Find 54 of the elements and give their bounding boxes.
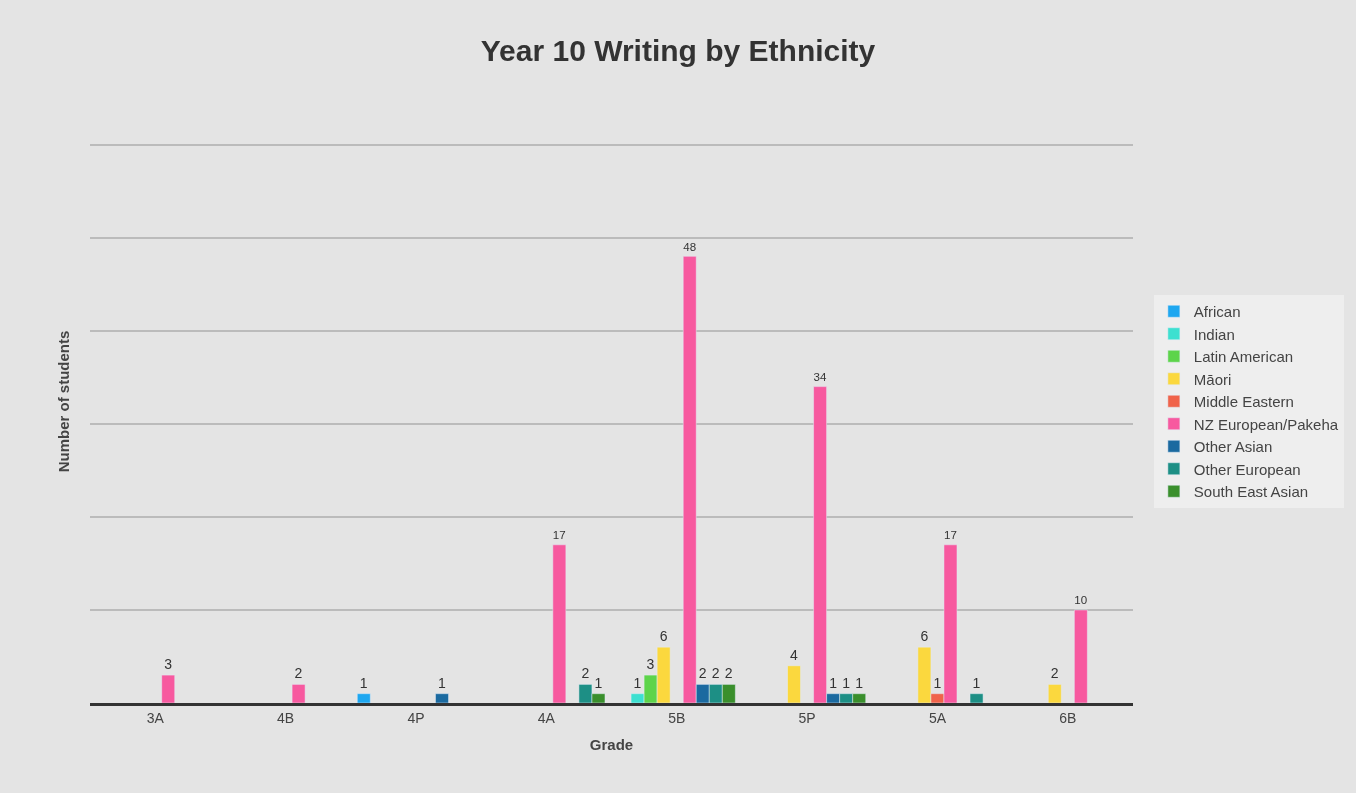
legend-label: Middle Eastern xyxy=(1193,393,1294,411)
bar xyxy=(357,693,371,703)
x-tick-label: 5B xyxy=(668,709,686,726)
x-tick-label: 6B xyxy=(1059,709,1077,726)
bar xyxy=(435,693,449,703)
data-label: 2 xyxy=(698,665,707,682)
bar xyxy=(161,674,175,703)
bar xyxy=(552,544,567,703)
bar xyxy=(969,693,984,703)
data-label: 1 xyxy=(933,674,942,691)
data-label: 2 xyxy=(581,665,590,682)
data-label: 34 xyxy=(813,371,828,384)
x-tick-label: 5A xyxy=(928,709,947,726)
legend-label: African xyxy=(1193,303,1241,321)
data-label: 1 xyxy=(438,674,447,691)
x-tick-label: 3A xyxy=(146,709,165,726)
data-label: 1 xyxy=(633,674,642,691)
legend-label: Māori xyxy=(1193,370,1232,388)
legend-label: Other Asian xyxy=(1193,438,1273,456)
data-label: 2 xyxy=(294,665,303,682)
x-tick-label: 4P xyxy=(407,709,425,726)
y-axis-title: Number of students xyxy=(55,330,73,473)
data-label: 17 xyxy=(552,529,566,542)
bar xyxy=(291,684,306,703)
data-label: 10 xyxy=(1074,594,1088,607)
data-label: 17 xyxy=(943,529,957,542)
legend-label: South East Asian xyxy=(1193,483,1309,501)
data-label: 6 xyxy=(920,628,929,645)
legend-label: Other European xyxy=(1193,460,1301,478)
data-label: 1 xyxy=(855,674,864,691)
x-tick-label: 4A xyxy=(537,709,556,726)
data-label: 3 xyxy=(646,656,655,673)
data-label: 1 xyxy=(829,674,838,691)
data-label: 48 xyxy=(683,240,697,253)
data-label: 2 xyxy=(1050,665,1059,682)
data-label: 1 xyxy=(972,674,981,691)
bar xyxy=(1048,684,1062,703)
bar xyxy=(787,665,801,703)
data-label: 2 xyxy=(711,665,720,682)
data-label: 4 xyxy=(790,646,799,663)
legend-label: Indian xyxy=(1193,325,1235,343)
data-label: 3 xyxy=(164,656,173,673)
legend-label: NZ European/Pakeha xyxy=(1193,415,1339,433)
data-label: 2 xyxy=(724,665,733,682)
data-label: 1 xyxy=(842,674,851,691)
chart-title: Year 10 Writing by Ethnicity xyxy=(480,33,876,67)
legend-label: Latin American xyxy=(1193,348,1294,366)
data-label: 1 xyxy=(594,674,603,691)
x-tick-label: 5P xyxy=(798,709,816,726)
bar xyxy=(1074,609,1088,703)
data-label: 6 xyxy=(659,628,668,645)
data-label: 1 xyxy=(359,674,368,691)
x-tick-label: 4B xyxy=(277,709,295,726)
x-axis-title: Grade xyxy=(589,735,634,753)
